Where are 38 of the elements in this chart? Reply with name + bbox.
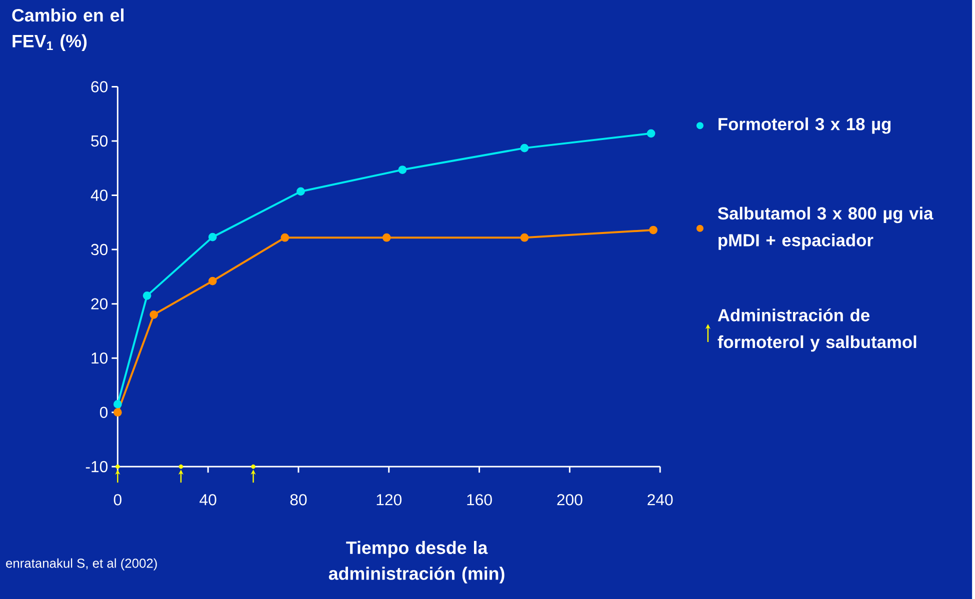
y-tick-label: -10 <box>86 460 108 472</box>
y-tick-label: 10 <box>92 352 108 364</box>
point <box>251 464 256 469</box>
y-tick-label: 60 <box>91 80 108 92</box>
point <box>115 464 120 469</box>
point <box>646 129 656 138</box>
y-tick-label: 40 <box>90 190 108 201</box>
point <box>178 464 184 469</box>
x-tick-label: 200 <box>557 494 582 506</box>
point <box>113 408 122 416</box>
point <box>142 291 152 300</box>
point <box>150 310 158 319</box>
y-tick-label: 50 <box>91 135 108 147</box>
x-tick-label: 40 <box>200 494 216 506</box>
x-axis-title: Tiempo desde la administración (min) <box>328 540 504 584</box>
x-tick-label: 240 <box>648 494 673 506</box>
y-tick-label: 20 <box>91 298 108 310</box>
x-tick-label: 160 <box>467 494 492 506</box>
x-tick-label: 0 <box>114 494 122 506</box>
point <box>208 276 217 286</box>
legend-label: Salbutamol 3 x 800 µg via pMDI + espaciador <box>718 206 934 250</box>
point <box>382 233 391 242</box>
legend-label: Formoterol 3 x 18 µg <box>718 117 890 134</box>
y-tick-label: 30 <box>91 244 108 256</box>
point <box>296 187 305 196</box>
point <box>208 232 217 242</box>
point <box>520 233 529 242</box>
y-tick-label: 0 <box>100 406 108 418</box>
legend-label: Administración de formoterol y salbutamol <box>718 308 916 352</box>
x-tick-label: 80 <box>290 494 307 506</box>
text: enratanakul S, et al (2002) <box>6 558 157 570</box>
y-axis-title: Cambio en el FEV$_{1}$ (%) <box>12 8 124 51</box>
point <box>398 165 407 174</box>
point <box>280 233 290 242</box>
point <box>520 144 529 152</box>
x-tick-label: 120 <box>376 494 402 506</box>
point <box>113 400 122 408</box>
point <box>649 226 658 234</box>
